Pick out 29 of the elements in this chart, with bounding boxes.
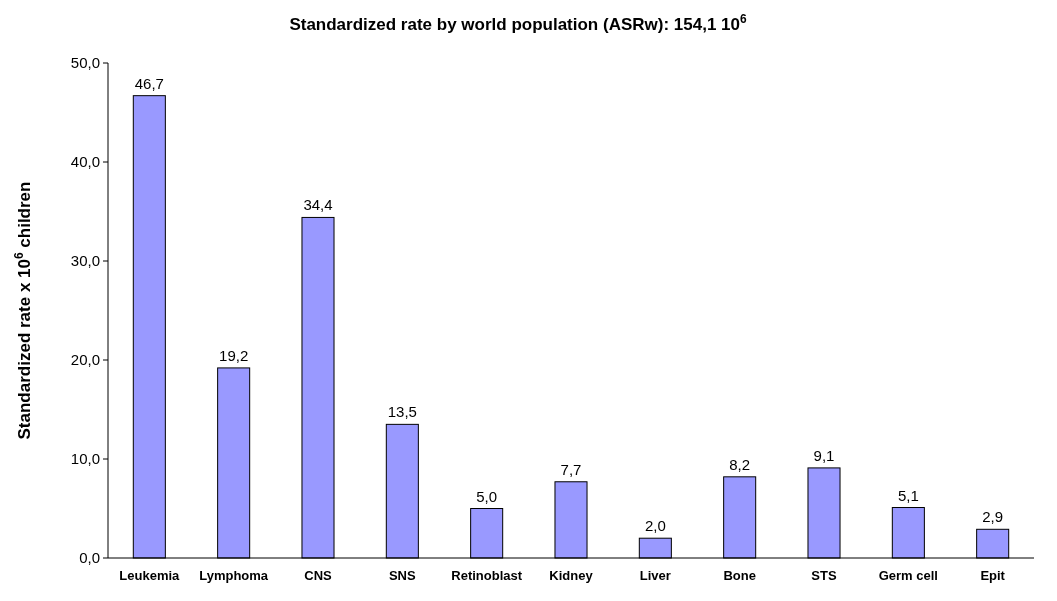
x-tick-label: SNS — [388, 568, 417, 583]
y-tick-label: 10,0 — [70, 450, 100, 468]
data-label: 46,7 — [134, 74, 164, 92]
data-label: 2,9 — [982, 508, 1004, 526]
chart-title: Standardized rate by world population (ASRw): 154,1 10$^{6}$ — [289, 12, 747, 34]
data-label: 13,5 — [387, 403, 417, 421]
data-label: 7,7 — [560, 460, 582, 478]
x-tick-label: Leukemia — [119, 568, 181, 583]
data-label: 5,0 — [476, 487, 498, 505]
y-tick-label: 30,0 — [70, 252, 100, 270]
x-tick-label: Epit — [980, 568, 1006, 583]
x-tick-label: CNS — [304, 568, 333, 583]
data-label: 2,0 — [644, 517, 666, 535]
x-tick-label: Lymphoma — [199, 568, 269, 583]
x-tick-label: Liver — [639, 568, 671, 583]
data-label: 8,2 — [729, 455, 751, 473]
x-tick-label: Retinoblast — [451, 568, 523, 583]
data-label: 34,4 — [303, 196, 333, 214]
data-label: 19,2 — [219, 346, 249, 364]
data-label: 5,1 — [897, 486, 919, 504]
y-tick-label: 40,0 — [70, 153, 100, 171]
x-tick-label: Germ cell — [878, 568, 938, 583]
y-tick-label: 0,0 — [79, 549, 100, 567]
x-tick-label: Bone — [723, 568, 756, 583]
data-label: 9,1 — [813, 446, 835, 464]
y-tick-label: 20,0 — [70, 351, 100, 369]
x-tick-label: STS — [811, 568, 837, 583]
x-tick-label: Kidney — [549, 568, 594, 583]
y-tick-label: 50,0 — [70, 54, 100, 72]
